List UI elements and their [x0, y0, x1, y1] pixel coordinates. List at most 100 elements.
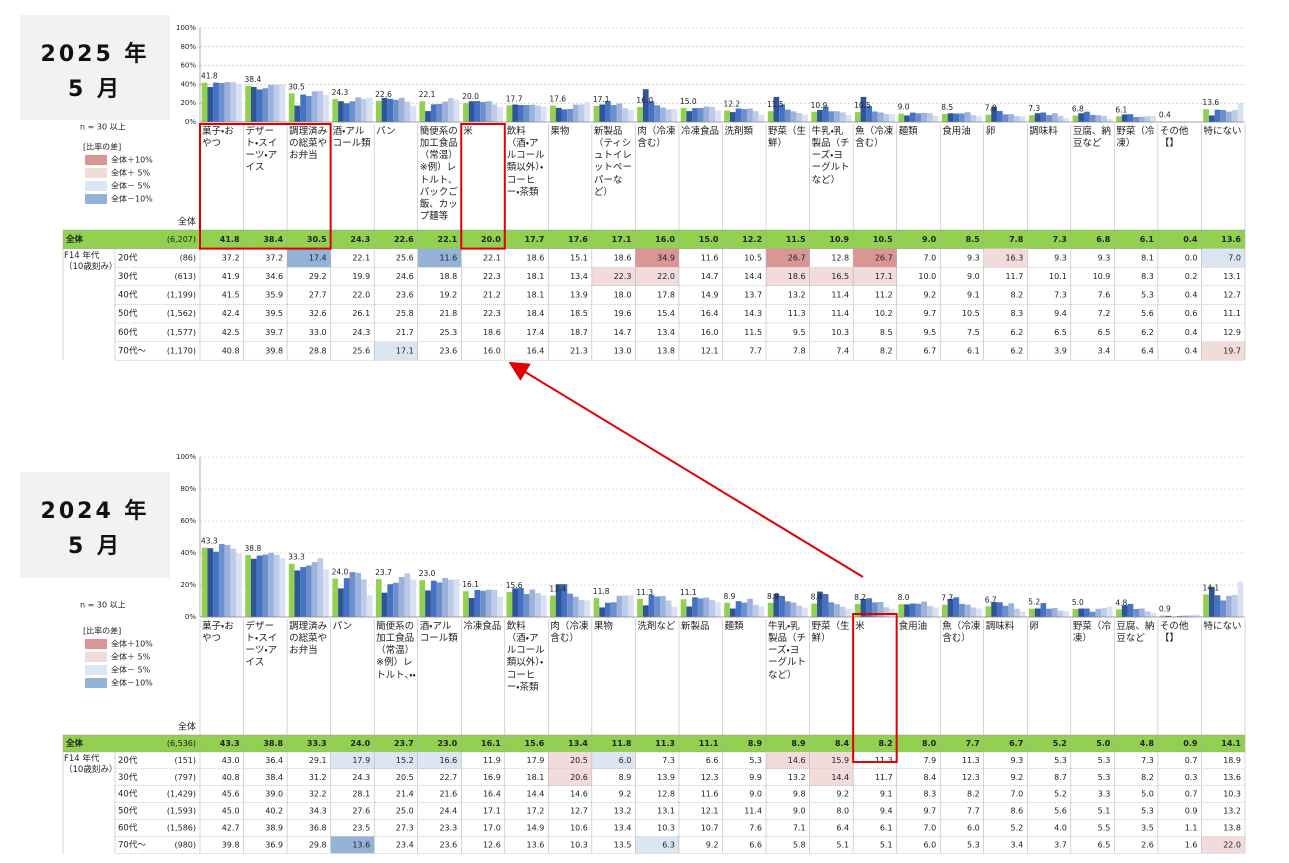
bar: [1008, 603, 1015, 617]
bar: [970, 607, 977, 617]
bar: [932, 607, 939, 617]
category-label-box: 食用油: [899, 621, 928, 632]
bar: [1106, 118, 1113, 122]
table-cell: 15.1: [570, 253, 588, 262]
bar: [637, 598, 643, 617]
bar: [828, 111, 835, 122]
bar: [360, 99, 367, 122]
row-label: 70代～: [118, 839, 146, 850]
category-label-box: 簡便系の加工食品（常温）※例）レトルト、パックご飯、カップ麺等: [420, 126, 458, 222]
category-label-box: 牛乳・乳製品（チーズ・ヨーグルトなど）: [812, 126, 850, 186]
bar: [671, 606, 678, 617]
bar: [251, 558, 257, 617]
bar: [462, 591, 469, 617]
bar: [1029, 115, 1035, 122]
bar: [904, 604, 910, 617]
table-cell: 3.4: [1011, 840, 1024, 849]
bar: [839, 606, 846, 617]
table-cell: 28.8: [309, 346, 327, 355]
panel-title-box: 2025 年 5 月: [41, 42, 147, 102]
bar: [872, 602, 878, 617]
table-cell: 33.3: [307, 739, 327, 748]
table-cell: 12.1: [701, 346, 719, 355]
cell-highlight: [635, 267, 679, 286]
category-label-box: 冷凍食品: [463, 621, 502, 632]
bar: [485, 101, 492, 122]
table-cell: 7.4: [836, 346, 849, 355]
table-cell: 8.0: [836, 807, 849, 816]
bar: [1095, 608, 1102, 617]
table-cell: 10.1: [1049, 272, 1067, 281]
table-cell: 12.3: [962, 773, 980, 782]
bar: [1046, 608, 1052, 617]
category-label: 豆腐、納豆など: [1072, 126, 1111, 150]
category-label-box: 菓子・おやつ: [202, 126, 234, 149]
bar: [941, 604, 948, 617]
table-cell: 22.1: [483, 253, 501, 262]
table-cell: 39.0: [265, 790, 283, 799]
bar: [1231, 109, 1238, 122]
bar: [1046, 115, 1052, 122]
table-cell: 8.3: [1141, 272, 1154, 281]
table-cell: 6.7: [923, 346, 936, 355]
table-cell: 5.3: [1054, 756, 1067, 765]
bar: [561, 584, 568, 617]
table-cell: 29.2: [309, 272, 327, 281]
category-label-box: 牛乳・乳製品（チーズ・ヨーグルトなど）: [768, 621, 806, 681]
category-label: 冷凍食品: [463, 621, 502, 632]
bar: [224, 82, 231, 122]
table-cell: 7.3: [662, 756, 675, 765]
sample-size: (1,577): [167, 328, 196, 337]
bar: [230, 548, 237, 617]
bar: [593, 598, 600, 617]
table-cell: 9.5: [793, 328, 806, 337]
bar: [555, 107, 562, 122]
total-header: 全体: [178, 721, 196, 733]
cell-highlight: [591, 267, 636, 286]
bar: [288, 93, 295, 122]
bar: [1101, 608, 1107, 617]
bar: [593, 105, 600, 122]
table-cell: 17.7: [525, 235, 545, 244]
table-cell: 18.1: [527, 773, 545, 782]
table-cell: 5.2: [1054, 790, 1067, 799]
bar: [773, 96, 780, 122]
table-cell: 6.0: [619, 756, 632, 765]
category-label: 調味料: [1029, 126, 1058, 137]
legend-swatch: [85, 168, 107, 178]
table-cell: 13.4: [614, 823, 632, 832]
table-cell: 16.6: [439, 756, 457, 765]
table-cell: 7.2: [1098, 309, 1111, 318]
bar: [729, 112, 736, 122]
table-cell: 18.6: [614, 253, 632, 262]
table-cell: 14.4: [527, 790, 545, 799]
category-label-box: 特にない: [1203, 126, 1241, 137]
table-cell: 1.1: [1185, 823, 1198, 832]
table-cell: 12.7: [1223, 291, 1241, 300]
bar: [1084, 111, 1090, 122]
category-label: その他【】: [1159, 621, 1189, 645]
table-cell: 5.3: [1141, 291, 1154, 300]
value-label: 12.2: [724, 100, 741, 109]
bar: [349, 572, 356, 617]
table-cell: 5.0: [1096, 739, 1111, 748]
bar: [512, 588, 518, 617]
table-cell: 13.4: [568, 739, 588, 748]
bar: [201, 547, 208, 617]
bar: [1078, 113, 1085, 122]
table-cell: 12.8: [831, 253, 849, 262]
table-cell: 5.1: [1098, 807, 1111, 816]
bar: [453, 99, 460, 122]
bar: [436, 103, 443, 122]
bar: [877, 601, 884, 617]
sample-note: n = 30 以上: [80, 601, 126, 610]
table-cell: 39.8: [265, 346, 283, 355]
bar: [1063, 611, 1070, 617]
table-cell: 17.0: [483, 823, 501, 832]
bar: [1040, 603, 1047, 617]
sample-size: (1,593): [167, 807, 196, 816]
bar: [1019, 611, 1026, 617]
table-cell: 1.6: [1185, 840, 1198, 849]
table-cell: 0.9: [1185, 807, 1198, 816]
bar: [758, 606, 765, 617]
